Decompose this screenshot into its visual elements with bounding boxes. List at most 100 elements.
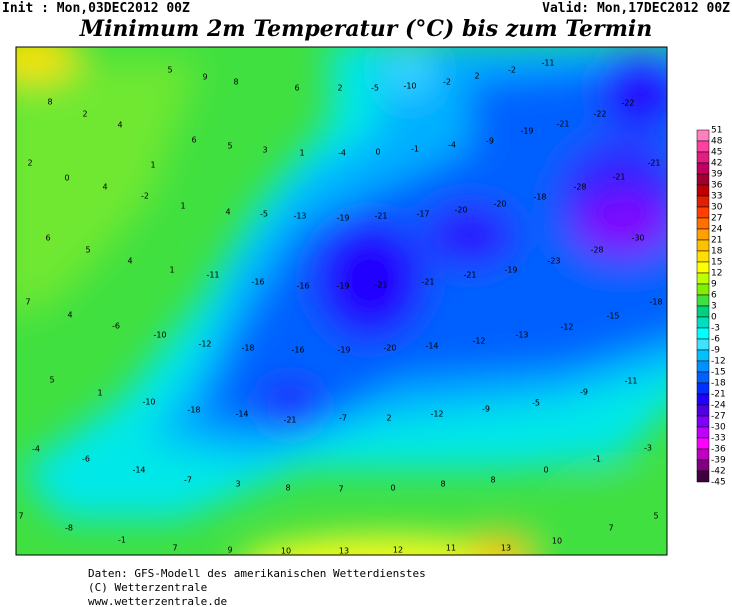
- colorbar-label: 18: [711, 247, 723, 257]
- temperature-label: 2: [82, 110, 87, 119]
- temperature-label: 0: [64, 174, 69, 183]
- temperature-label: 8: [47, 98, 52, 107]
- footer-line: www.wetterzentrale.de: [88, 595, 227, 607]
- colorbar-band: [696, 184, 710, 197]
- colorbar-band: [696, 360, 710, 373]
- temperature-label: -2: [443, 78, 451, 87]
- temperature-label: 6: [45, 234, 50, 243]
- temperature-label: 4: [127, 257, 132, 266]
- temperature-label: -3: [644, 444, 652, 453]
- temperature-label: 7: [608, 524, 613, 533]
- temperature-label: 8: [490, 476, 495, 485]
- colorbar-band: [696, 349, 710, 362]
- colorbar-band: [696, 316, 710, 329]
- temperature-label: 0: [375, 148, 380, 157]
- colorbar-band: [696, 415, 710, 428]
- colorbar-label: 33: [711, 192, 722, 202]
- colorbar-label: 0: [711, 313, 717, 323]
- temperature-label: -10: [142, 398, 155, 407]
- temperature-label: -9: [580, 388, 588, 397]
- temperature-label: 5: [227, 142, 232, 151]
- colorbar-band: [696, 173, 710, 186]
- temperature-label: 13: [339, 547, 349, 556]
- temperature-label: -12: [560, 323, 573, 332]
- temperature-label: -16: [291, 346, 304, 355]
- colorbar-label: 39: [711, 170, 723, 180]
- temperature-label: -22: [621, 99, 634, 108]
- temperature-label: 0: [543, 466, 548, 475]
- temperature-label: 13: [501, 544, 511, 553]
- temperature-label: -6: [82, 455, 90, 464]
- colorbar-band: [696, 459, 710, 472]
- colorbar-band: [696, 437, 710, 450]
- temperature-label: -28: [590, 246, 603, 255]
- colorbar-label: -39: [711, 456, 726, 466]
- valid-time: Valid: Mon,17DEC2012 00Z: [542, 1, 730, 16]
- temperature-label: -28: [573, 183, 586, 192]
- temperature-label: 5: [85, 246, 90, 255]
- temperature-label: -21: [374, 281, 387, 290]
- temperature-label: 1: [97, 389, 102, 398]
- colorbar-band: [696, 250, 710, 263]
- temperature-label: -13: [293, 212, 306, 221]
- temperature-label: 4: [117, 121, 122, 130]
- temperature-label: 7: [18, 512, 23, 521]
- temperature-label: -1: [118, 536, 126, 545]
- temperature-label: 3: [235, 480, 240, 489]
- temperature-label: -11: [206, 271, 219, 280]
- temperature-label: -19: [336, 214, 349, 223]
- colorbar-band: [696, 305, 710, 318]
- init-time: Init : Mon,03DEC2012 00Z: [2, 1, 190, 16]
- colorbar-label: -15: [711, 368, 726, 378]
- colorbar-label: 24: [711, 225, 723, 235]
- temperature-label: 11: [446, 544, 456, 553]
- temperature-label: 5: [653, 512, 658, 521]
- colorbar-label: -30: [711, 423, 726, 433]
- temperature-label: 4: [225, 208, 230, 217]
- temperature-label: -10: [153, 331, 166, 340]
- colorbar-label: 3: [711, 302, 717, 312]
- temperature-label: -5: [371, 84, 379, 93]
- temperature-label: 12: [393, 546, 403, 555]
- colorbar-band: [696, 129, 710, 142]
- colorbar-label: 30: [711, 203, 723, 213]
- temperature-label: 4: [102, 183, 107, 192]
- colorbar-band: [696, 206, 710, 219]
- colorbar-label: 6: [711, 291, 717, 301]
- temperature-label: -12: [198, 340, 211, 349]
- temperature-label: -30: [631, 234, 644, 243]
- colorbar-band: [696, 404, 710, 417]
- temperature-label: -22: [593, 110, 606, 119]
- temperature-label: 8: [233, 78, 238, 87]
- colorbar-band: [696, 261, 710, 274]
- temperature-label: -9: [482, 405, 490, 414]
- temperature-label: -16: [251, 278, 264, 287]
- temperature-label: -7: [184, 476, 192, 485]
- colorbar-band: [696, 239, 710, 252]
- temperature-label: -20: [383, 344, 396, 353]
- colorbar-label: -36: [711, 445, 726, 455]
- colorbar-band: [696, 426, 710, 439]
- colorbar-band: [696, 294, 710, 307]
- colorbar-band: [696, 217, 710, 230]
- temperature-label: 7: [172, 544, 177, 553]
- temperature-label: -7: [339, 414, 347, 423]
- temperature-label: -12: [472, 337, 485, 346]
- temperature-label: 7: [338, 485, 343, 494]
- temperature-label: 2: [27, 159, 32, 168]
- temperature-label: -18: [533, 193, 546, 202]
- colorbar-band: [696, 338, 710, 351]
- colorbar-band: [696, 151, 710, 164]
- colorbar-band: [696, 283, 710, 296]
- temperature-label: 10: [552, 537, 562, 546]
- colorbar-label: 12: [711, 269, 722, 279]
- temperature-label: -4: [32, 445, 40, 454]
- colorbar-label: -27: [711, 412, 726, 422]
- colorbar-band: [696, 470, 710, 483]
- temperature-label: -19: [520, 127, 533, 136]
- temperature-label: 6: [191, 136, 196, 145]
- temperature-label: 3: [262, 146, 267, 155]
- temperature-label: -9: [486, 137, 494, 146]
- temperature-label: 1: [169, 266, 174, 275]
- colorbar-band: [696, 382, 710, 395]
